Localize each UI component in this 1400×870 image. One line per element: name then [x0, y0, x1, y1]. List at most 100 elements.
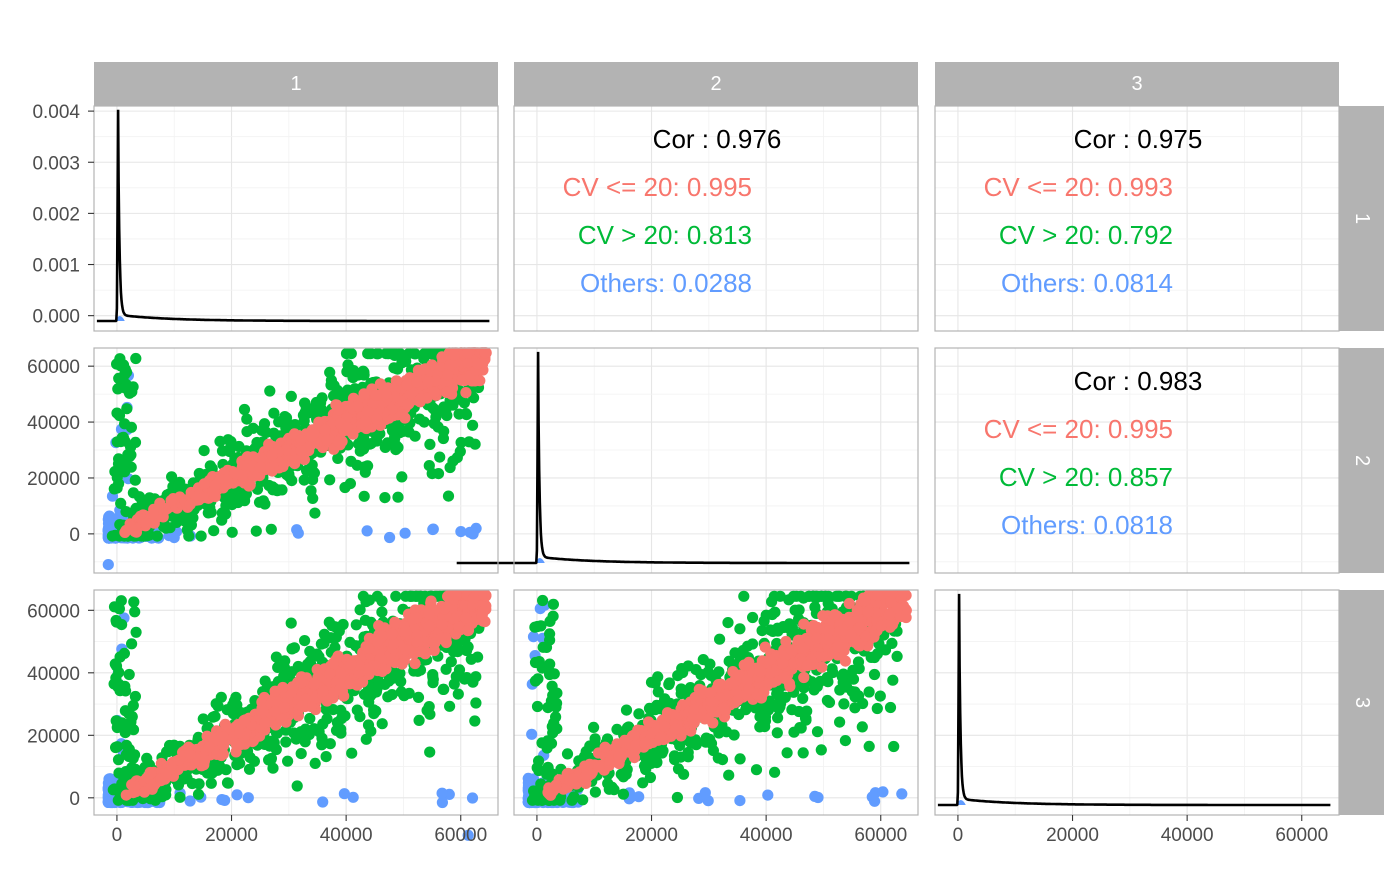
data-point	[480, 347, 491, 358]
data-point	[469, 715, 480, 726]
data-point	[171, 517, 182, 528]
data-point	[690, 664, 701, 675]
data-point	[534, 656, 545, 667]
data-point	[444, 701, 455, 712]
data-point	[114, 356, 125, 367]
data-point	[317, 796, 328, 807]
data-point	[434, 452, 445, 463]
data-point	[470, 697, 481, 708]
data-point	[838, 698, 849, 709]
data-point	[734, 795, 745, 806]
data-point	[377, 718, 388, 729]
data-point	[820, 591, 831, 602]
data-point	[379, 492, 390, 503]
data-point	[207, 768, 218, 779]
data-point	[257, 705, 268, 716]
data-point	[206, 778, 217, 789]
data-point	[380, 389, 391, 400]
data-point	[124, 669, 135, 680]
data-point	[364, 348, 375, 359]
data-point	[220, 719, 231, 730]
data-point	[352, 401, 363, 412]
data-point	[532, 762, 543, 773]
data-point	[122, 449, 133, 460]
data-point	[324, 668, 335, 679]
data-point	[801, 706, 812, 717]
panel-3-3	[935, 590, 1339, 815]
data-point	[209, 711, 220, 722]
data-point	[301, 465, 312, 476]
data-point	[282, 756, 293, 767]
data-point	[544, 659, 555, 670]
data-point	[443, 491, 454, 502]
panel-1-1	[94, 106, 498, 331]
data-point	[358, 591, 369, 602]
data-point	[299, 398, 310, 409]
data-point	[834, 717, 845, 728]
data-point	[413, 365, 424, 376]
data-point	[264, 385, 275, 396]
data-point	[321, 713, 332, 724]
data-point	[869, 669, 880, 680]
data-point	[397, 659, 408, 670]
data-point	[114, 410, 125, 421]
data-point	[345, 659, 356, 670]
data-point	[309, 723, 320, 734]
data-point	[139, 787, 150, 798]
data-point	[389, 617, 400, 628]
data-point	[766, 596, 777, 607]
data-point	[328, 658, 339, 669]
data-point	[255, 462, 266, 473]
data-point	[264, 741, 275, 752]
data-point	[816, 744, 827, 755]
data-point	[885, 702, 896, 713]
data-point	[734, 623, 745, 634]
data-point	[877, 786, 888, 797]
data-point	[568, 791, 579, 802]
data-point	[162, 746, 173, 757]
data-point	[123, 751, 134, 762]
data-point	[211, 698, 222, 709]
data-point	[424, 747, 435, 758]
data-point	[187, 512, 198, 523]
data-point	[754, 721, 765, 732]
data-point	[131, 627, 142, 638]
data-point	[372, 636, 383, 647]
data-point	[291, 524, 302, 535]
data-point	[462, 625, 473, 636]
data-point	[199, 445, 210, 456]
data-point	[130, 475, 141, 486]
data-point	[562, 748, 573, 759]
data-point	[460, 387, 471, 398]
data-point	[402, 399, 413, 410]
data-point	[414, 715, 425, 726]
data-point	[778, 621, 789, 632]
data-point	[526, 729, 537, 740]
data-point	[438, 684, 449, 695]
data-point	[399, 412, 410, 423]
data-point	[299, 635, 310, 646]
data-point	[222, 777, 233, 788]
data-point	[292, 780, 303, 791]
data-point	[184, 749, 195, 760]
data-point	[467, 420, 478, 431]
data-point	[427, 524, 438, 535]
data-point	[546, 738, 557, 749]
data-point	[204, 741, 215, 752]
data-point	[590, 787, 601, 798]
data-point	[243, 792, 254, 803]
data-point	[358, 388, 369, 399]
data-point	[231, 759, 242, 770]
data-point	[809, 602, 820, 613]
data-point	[265, 754, 276, 765]
data-point	[714, 634, 725, 645]
data-point	[126, 386, 137, 397]
data-point	[834, 684, 845, 695]
data-point	[198, 492, 209, 503]
data-point	[263, 439, 274, 450]
data-point	[423, 376, 434, 387]
data-point	[528, 631, 539, 642]
data-point	[761, 610, 772, 621]
data-point	[604, 784, 615, 795]
data-point	[537, 595, 548, 606]
